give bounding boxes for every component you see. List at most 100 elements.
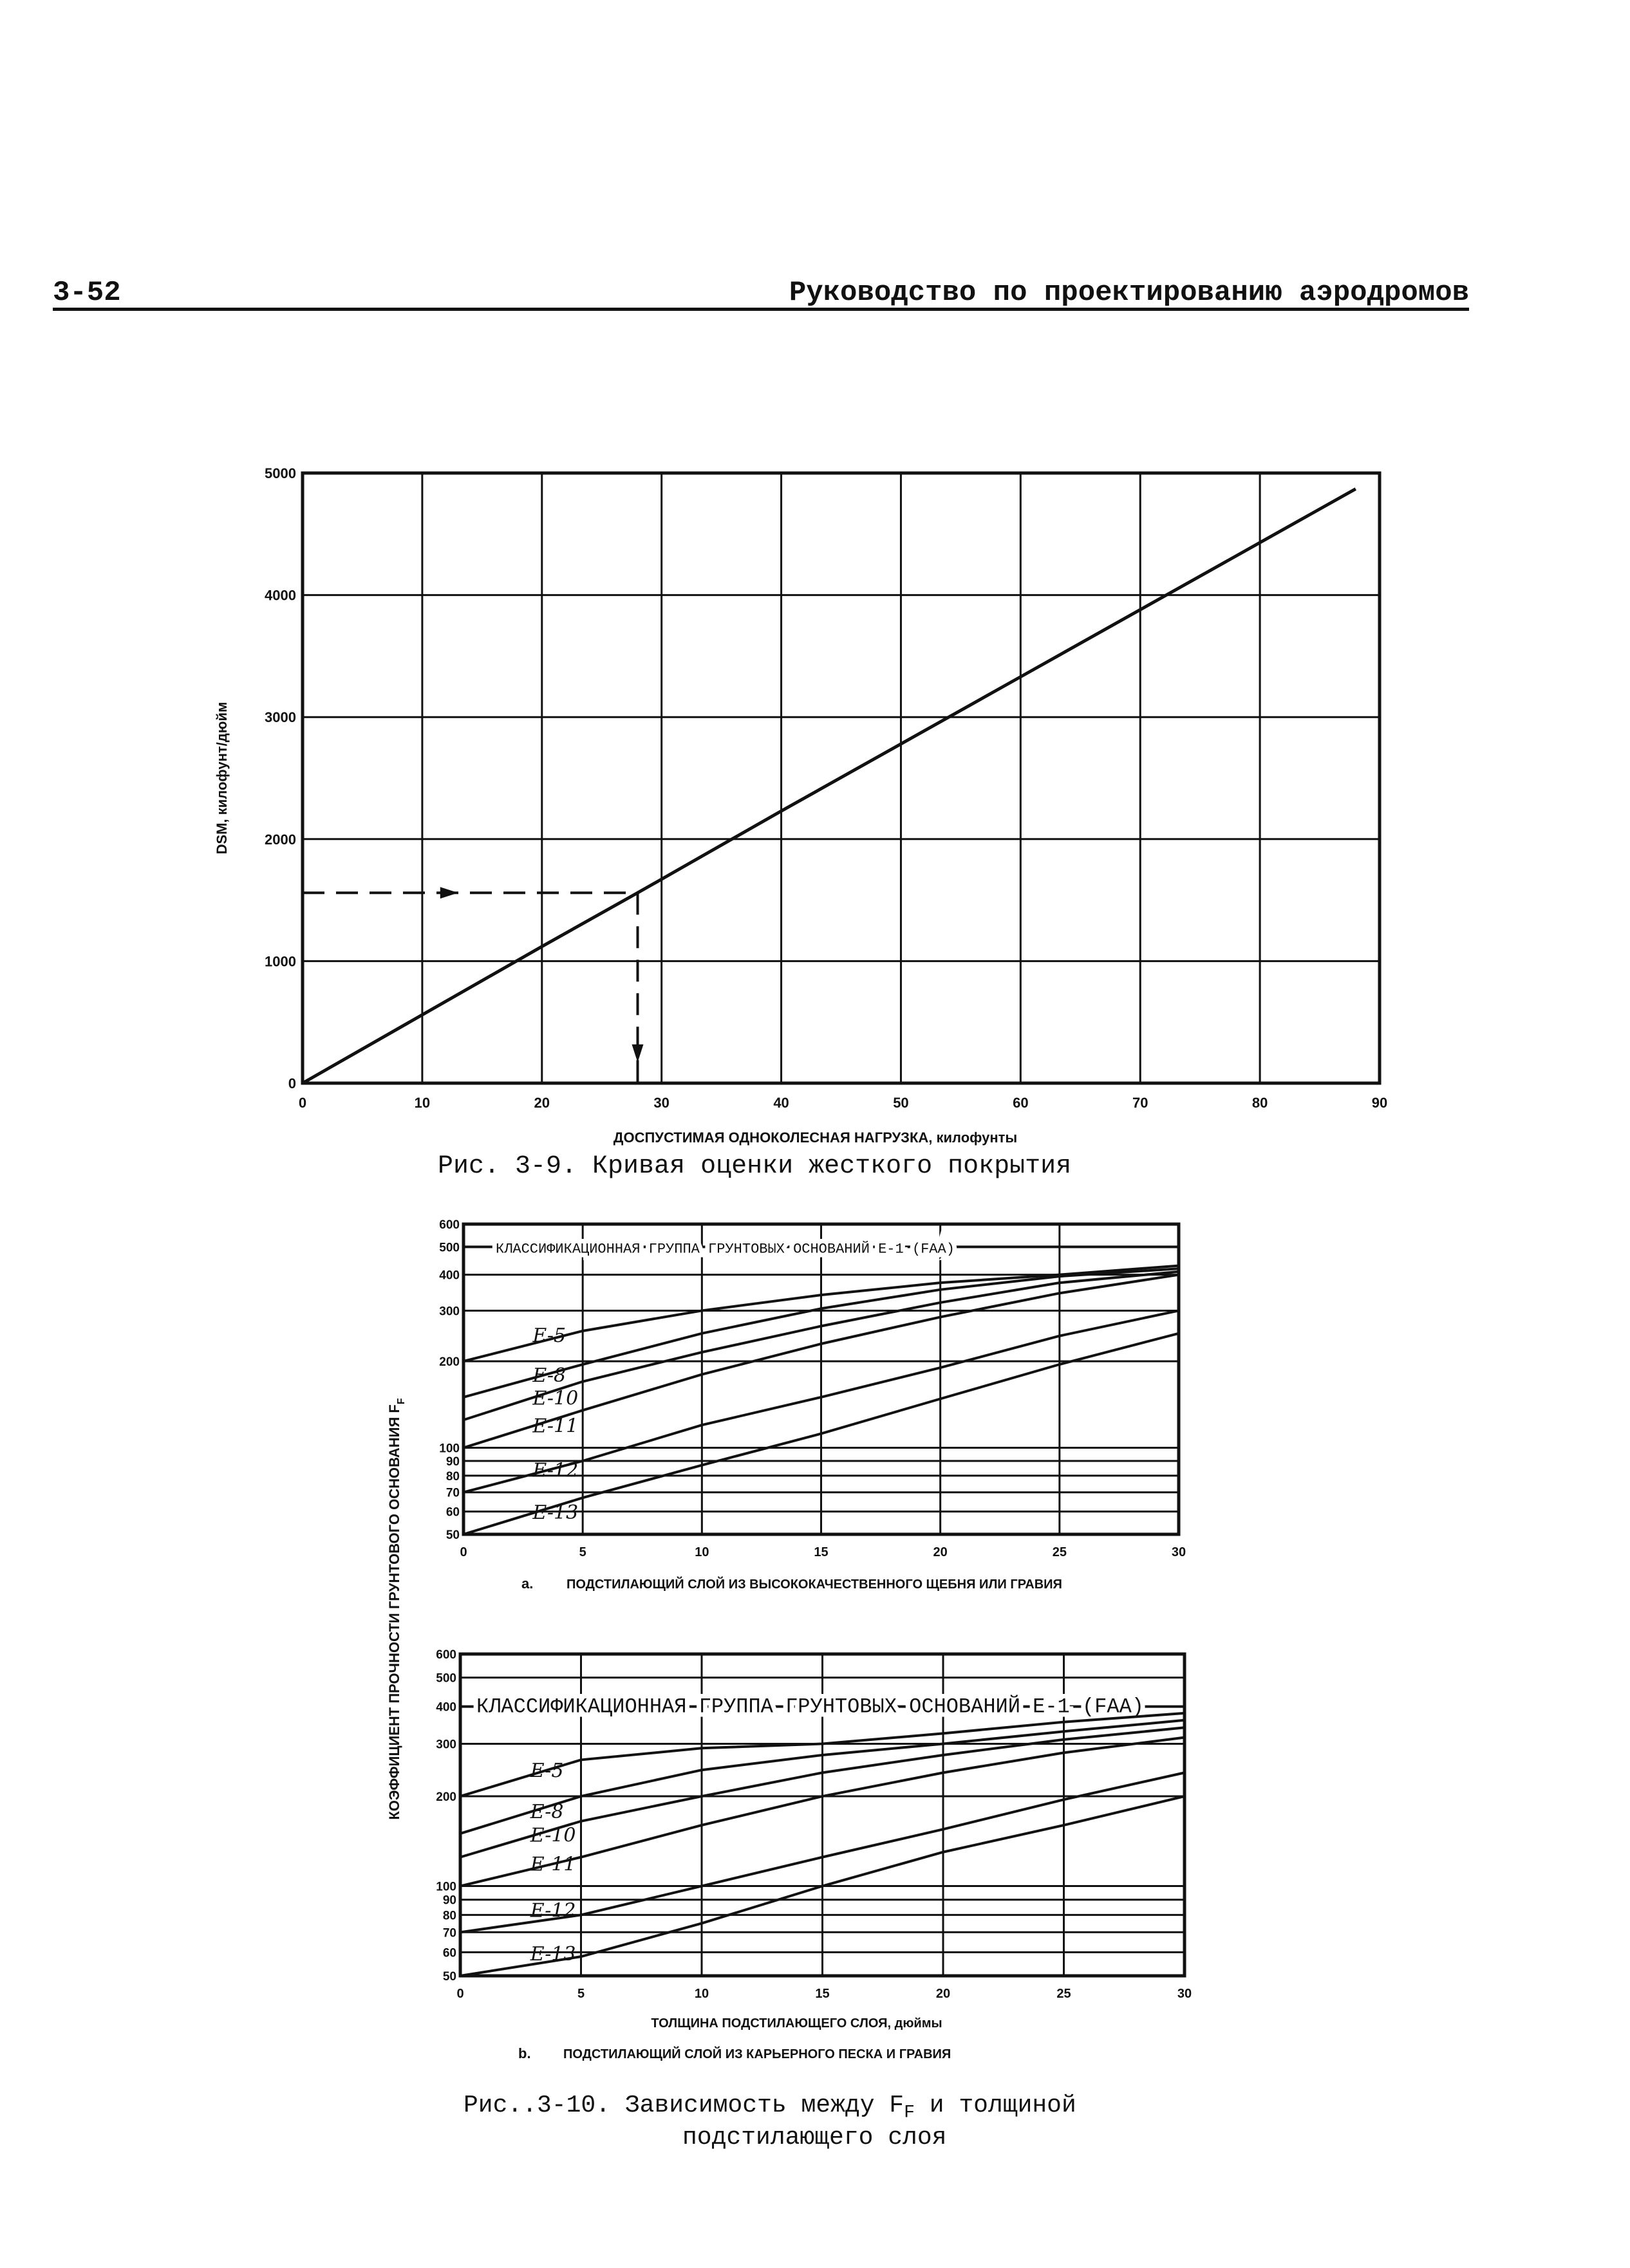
fig3-10-caption-line1: Рис..3-10. Зависимость между FF и толщин… xyxy=(464,2092,1076,2123)
series-line-e-12 xyxy=(460,1771,1185,1934)
series-label-e-8: E-8 xyxy=(530,1801,564,1823)
series-label-e-5: E-5 xyxy=(532,1325,566,1347)
y-tick-label: 60 xyxy=(446,1506,460,1520)
panel-subtitle: ПОДСТИЛАЮЩИЙ СЛОЙ ИЗ КАРЬЕРНОГО ПЕСКА И … xyxy=(563,2046,951,2061)
y-tick-label: 400 xyxy=(436,1701,456,1715)
page-number: 3-52 xyxy=(53,277,121,309)
x-tick-label: 10 xyxy=(415,1095,430,1111)
y-tick-label: 3000 xyxy=(265,709,296,725)
y-tick-label: 600 xyxy=(436,1648,456,1662)
running-title: Руководство по проектированию аэродромов xyxy=(789,277,1469,309)
y-axis-label-sub: F xyxy=(396,1398,407,1404)
series-label-e-13: E-13 xyxy=(530,1943,576,1966)
fig3-10-caption-line2: подстилающего слоя xyxy=(682,2124,947,2152)
series-line-e-13 xyxy=(463,1332,1179,1536)
example-arrow-down xyxy=(632,1044,644,1063)
plot-frame xyxy=(301,471,1382,1085)
y-tick-label: 70 xyxy=(446,1487,460,1500)
series-label-e-11: E-11 xyxy=(530,1854,576,1876)
plot-frame xyxy=(458,1652,1186,1978)
y-tick-label: 50 xyxy=(446,1529,460,1542)
series-label-e-13: E-13 xyxy=(532,1501,578,1524)
x-tick-label: 25 xyxy=(1056,1987,1071,2001)
x-tick-label: 60 xyxy=(1013,1095,1028,1111)
y-axis-label-text: КОЭФФИЦИЕНТ ПРОЧНОСТИ ГРУНТОВОГО ОСНОВАН… xyxy=(386,1404,402,1819)
series-label-e-8: E-8 xyxy=(532,1364,566,1387)
x-axis-label: ДОСПУСТИМАЯ ОДНОКОЛЕСНАЯ НАГРУЗКА, килоф… xyxy=(614,1129,1017,1146)
fig3-10-caption-end: и толщиной xyxy=(914,2092,1076,2119)
y-tick-label: 500 xyxy=(436,1672,456,1686)
panel-subtitle: ПОДСТИЛАЮЩИЙ СЛОЙ ИЗ ВЫСОКОКАЧЕСТВЕННОГО… xyxy=(567,1576,1062,1592)
series-line-e-11 xyxy=(460,1736,1185,1888)
y-tick-label: 5000 xyxy=(265,465,296,481)
series-line-e-5 xyxy=(460,1711,1185,1798)
fig3-10-y-axis-label: КОЭФФИЦИЕНТ ПРОЧНОСТИ ГРУНТОВОГО ОСНОВАН… xyxy=(386,1398,407,1819)
fig3-9-caption: Рис. 3-9. Кривая оценки жесткого покрыти… xyxy=(438,1152,1072,1181)
series-label-e-12: E-12 xyxy=(530,1899,576,1922)
x-tick-label: 50 xyxy=(893,1095,908,1111)
y-tick-label: 500 xyxy=(439,1241,460,1254)
y-tick-label: 2000 xyxy=(265,832,296,848)
x-tick-label: 0 xyxy=(460,1545,467,1559)
example-arrow-right xyxy=(440,887,458,899)
panel-label: a. xyxy=(521,1576,533,1592)
y-tick-label: 0 xyxy=(288,1075,296,1092)
x-axis-label: ТОЛЩИНА ПОДСТИЛАЮЩЕГО СЛОЯ, дюймы xyxy=(651,2016,942,2031)
series-line-e-5 xyxy=(463,1264,1179,1363)
x-tick-label: 0 xyxy=(299,1095,306,1111)
y-tick-label: 80 xyxy=(443,1909,456,1922)
x-tick-label: 5 xyxy=(577,1987,585,2001)
x-tick-label: 10 xyxy=(695,1545,709,1559)
x-tick-label: 30 xyxy=(1177,1987,1192,2001)
fig3-9-chart: 0 10 20 30 40 50 60 70 80 90 0 1000 2000 3000 4000 5000… xyxy=(214,465,1387,1146)
y-tick-label: 600 xyxy=(439,1218,460,1232)
series-line-e-10 xyxy=(463,1270,1179,1422)
y-tick-label: 4000 xyxy=(265,588,296,604)
y-tick-label: 70 xyxy=(443,1926,456,1940)
fig3-10-caption-text: Рис..3-10. Зависимость между F xyxy=(464,2092,904,2119)
x-tick-label: 15 xyxy=(814,1545,828,1559)
x-tick-label: 30 xyxy=(653,1095,669,1111)
series-label-e-10: E-10 xyxy=(532,1387,578,1409)
series-label-e-11: E-11 xyxy=(532,1415,578,1438)
series-line-e-8 xyxy=(463,1267,1179,1399)
fig3-10-caption-sub: F xyxy=(904,2103,915,2123)
y-tick-label: 200 xyxy=(439,1355,460,1369)
series-line-e-10 xyxy=(460,1726,1185,1859)
x-tick-label: 20 xyxy=(933,1545,948,1559)
series-line-e-13 xyxy=(460,1795,1185,1977)
y-tick-label: 100 xyxy=(439,1442,460,1456)
plot-frame xyxy=(462,1222,1181,1536)
x-tick-label: 20 xyxy=(534,1095,550,1111)
y-tick-label: 100 xyxy=(436,1881,456,1894)
y-axis-label: DSM, килофунт/дюйм xyxy=(214,702,230,855)
x-tick-label: 5 xyxy=(579,1545,586,1559)
series-line-e-11 xyxy=(463,1273,1179,1449)
series-line-e-8 xyxy=(460,1718,1185,1835)
x-tick-label: 80 xyxy=(1252,1095,1268,1111)
series-label-e-10: E-10 xyxy=(530,1825,576,1847)
e1-annotation: КЛАССИФИКАЦИОННАЯ ГРУППА ГРУНТОВЫХ ОСНОВ… xyxy=(476,1695,1144,1719)
header-rule xyxy=(53,308,1469,311)
y-tick-label: 300 xyxy=(439,1305,460,1318)
x-tick-label: 40 xyxy=(773,1095,789,1111)
x-tick-label: 20 xyxy=(936,1987,950,2001)
y-tick-label: 1000 xyxy=(265,953,296,969)
y-tick-label: 90 xyxy=(446,1455,460,1469)
fig3-10b-chart: 0 5 10 15 20 25 305060708090100200300400500600… xyxy=(386,1398,1192,2061)
x-tick-label: 15 xyxy=(815,1987,829,2001)
x-tick-label: 10 xyxy=(695,1987,709,2001)
x-tick-label: 25 xyxy=(1053,1545,1067,1559)
series-line-e-12 xyxy=(463,1309,1179,1494)
y-tick-label: 400 xyxy=(439,1269,460,1283)
panel-label: b. xyxy=(518,2045,531,2061)
y-tick-label: 300 xyxy=(436,1738,456,1751)
y-tick-label: 80 xyxy=(446,1470,460,1483)
y-tick-label: 60 xyxy=(443,1946,456,1960)
y-tick-label: 50 xyxy=(443,1970,456,1984)
series-label-e-12: E-12 xyxy=(532,1460,578,1482)
x-tick-label: 70 xyxy=(1132,1095,1148,1111)
x-tick-label: 30 xyxy=(1172,1545,1186,1559)
series-label-e-5: E-5 xyxy=(530,1760,564,1782)
